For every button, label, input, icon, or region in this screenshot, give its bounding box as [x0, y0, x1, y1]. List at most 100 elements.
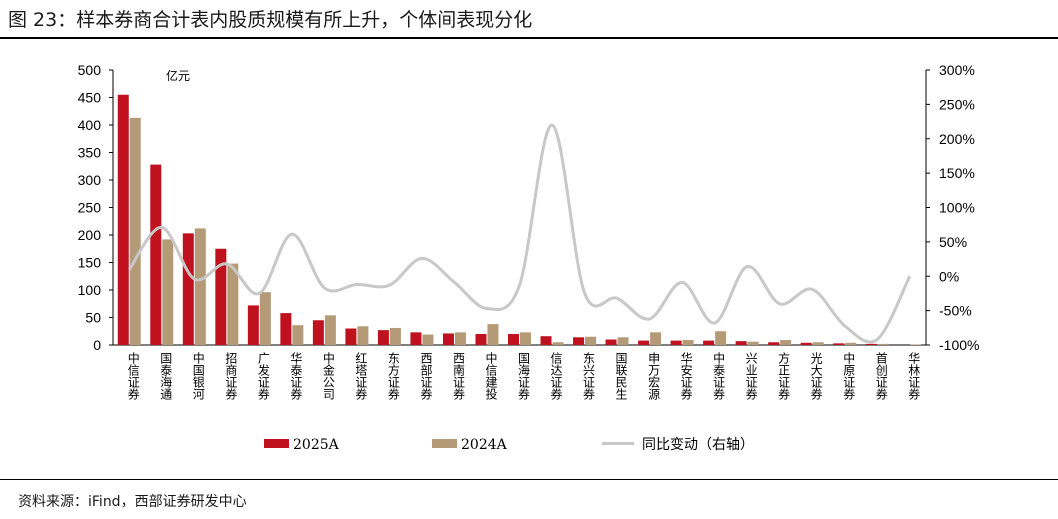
- right-tick-label: -50%: [939, 303, 972, 319]
- bar-2024A-华泰证券: [292, 325, 304, 345]
- bar-2024A-西南证券: [454, 332, 466, 345]
- category-label-东兴证券: 东兴证券: [582, 352, 596, 400]
- bar-2025A-中泰证券: [703, 340, 715, 345]
- bar-2024A-东兴证券: [585, 336, 597, 345]
- category-label-中信建投: 中信建投: [484, 351, 498, 400]
- bar-2025A-中信证券: [117, 94, 129, 345]
- bar-2024A-中信建投: [487, 324, 499, 345]
- bar-2024A-中国银河: [194, 228, 206, 345]
- page-title: 图 23：样本券商合计表内股质规模有所上升，个体间表现分化: [8, 9, 533, 31]
- bar-2024A-国泰海通: [162, 239, 174, 345]
- bar-2024A-国联民生: [617, 337, 629, 345]
- bar-2025A-广发证券: [247, 305, 259, 345]
- category-label-中信证券: 中信证券: [126, 351, 140, 400]
- category-label-招商证券: 招商证券: [224, 352, 238, 400]
- bar-2025A-华泰证券: [280, 313, 292, 345]
- right-tick-label: 100%: [939, 200, 975, 216]
- bar-2025A-国泰海通: [150, 164, 162, 345]
- legend-label-同比变动（右轴）: 同比变动（右轴）: [642, 437, 754, 453]
- bar-2025A-首创证券: [865, 343, 877, 345]
- bar-2024A-东方证券: [389, 327, 401, 345]
- bar-2025A-中信建投: [475, 334, 487, 345]
- category-label-中原证券: 中原证券: [842, 351, 856, 400]
- right-tick-label: 250%: [939, 96, 975, 112]
- bar-2025A-西南证券: [442, 333, 454, 345]
- bar-2024A-华林证券: [910, 344, 922, 345]
- bar-2024A-中信证券: [129, 117, 141, 345]
- bar-2024A-中泰证券: [715, 331, 727, 345]
- legend: 2025A 2024A 同比变动（右轴）: [264, 437, 754, 453]
- bar-2024A-兴业证券: [747, 341, 759, 345]
- legend-swatch-2024A: [432, 439, 457, 448]
- right-tick-label: 150%: [939, 165, 975, 181]
- left-tick-label: 500: [78, 62, 102, 78]
- bar-2025A-申万宏源: [638, 340, 650, 345]
- bar-2024A-光大证券: [812, 342, 824, 345]
- right-tick-label: 0%: [939, 268, 959, 284]
- title-divider: [0, 37, 1058, 39]
- left-tick-label: 200: [78, 227, 102, 243]
- category-label-中泰证券: 中泰证券: [712, 351, 726, 400]
- left-tick-label: 0: [93, 337, 101, 353]
- category-label-广发证券: 广发证券: [256, 352, 270, 400]
- bar-2024A-申万宏源: [650, 332, 662, 345]
- left-tick-label: 300: [78, 172, 102, 188]
- category-label-光大证券: 光大证券: [809, 352, 823, 400]
- line-yoy-change: [128, 123, 912, 344]
- category-label-东方证券: 东方证券: [386, 352, 400, 400]
- category-label-华林证券: 华林证券: [907, 352, 921, 400]
- bar-2025A-中金公司: [312, 320, 324, 345]
- category-label-西南证券: 西南证券: [451, 352, 465, 400]
- bar-2024A-招商证券: [227, 263, 239, 345]
- right-axis-ticks: -100% -50% 0% 50% 100% 150% 200% 250% 300%: [926, 62, 979, 353]
- left-tick-label: 150: [78, 255, 102, 271]
- bar-2024A-信达证券: [552, 342, 564, 345]
- bar-2024A-中金公司: [324, 315, 336, 345]
- right-tick-label: -100%: [939, 337, 979, 353]
- category-label-信达证券: 信达证券: [549, 352, 563, 400]
- unit-label: 亿元: [166, 68, 190, 83]
- bar-2024A-首创证券: [877, 343, 889, 345]
- bar-2025A-信达证券: [540, 336, 552, 345]
- legend-swatch-2025A: [264, 439, 289, 448]
- category-label-华安证券: 华安证券: [679, 352, 693, 400]
- legend-label-2024A: 2024A: [461, 437, 508, 453]
- line-series: [128, 123, 912, 344]
- bar-2024A-方正证券: [780, 340, 792, 345]
- bar-2024A-西部证券: [422, 334, 434, 345]
- source-divider: [0, 479, 1058, 480]
- bar-2025A-国联民生: [605, 339, 617, 345]
- left-tick-label: 50: [85, 310, 101, 326]
- bar-2025A-国海证券: [508, 334, 519, 345]
- category-labels: 中信证券 国泰海通 中国银河 招商证券 广发证券 华泰证券 中金公司 红塔证券 东方证券 西部证券…: [126, 351, 920, 401]
- category-label-中国银河: 中国银河: [191, 351, 205, 400]
- bar-2025A-中原证券: [833, 343, 845, 345]
- bar-2025A-方正证券: [768, 342, 780, 345]
- bar-2025A-东兴证券: [573, 337, 585, 345]
- category-label-兴业证券: 兴业证券: [744, 352, 758, 400]
- category-label-西部证券: 西部证券: [419, 352, 433, 400]
- category-label-华泰证券: 华泰证券: [289, 352, 303, 400]
- bar-2024A-中原证券: [845, 342, 857, 345]
- right-tick-label: 50%: [939, 234, 967, 250]
- right-tick-label: 300%: [939, 62, 975, 78]
- chart: 0 50 100 150 200 250 300 350 400 450 500 -100% -50%…: [78, 62, 980, 453]
- left-tick-label: 100: [78, 282, 102, 298]
- bar-2025A-红塔证券: [345, 328, 357, 345]
- bar-2025A-东方证券: [377, 330, 389, 345]
- category-label-申万宏源: 申万宏源: [647, 352, 661, 401]
- category-label-国泰海通: 国泰海通: [159, 352, 173, 400]
- source-note: 资料来源：iFind，西部证券研发中心: [18, 494, 247, 510]
- bar-2025A-兴业证券: [735, 341, 747, 345]
- bar-2024A-广发证券: [259, 292, 271, 345]
- category-label-中金公司: 中金公司: [321, 351, 335, 400]
- left-tick-label: 350: [78, 145, 102, 161]
- category-label-红塔证券: 红塔证券: [354, 351, 368, 400]
- bar-2025A-华安证券: [670, 340, 682, 345]
- bar-series: [117, 94, 922, 345]
- left-tick-label: 450: [78, 90, 102, 106]
- bar-2024A-红塔证券: [357, 326, 369, 345]
- left-tick-label: 400: [78, 117, 102, 133]
- bar-2025A-西部证券: [410, 332, 422, 345]
- bar-2025A-光大证券: [800, 342, 812, 345]
